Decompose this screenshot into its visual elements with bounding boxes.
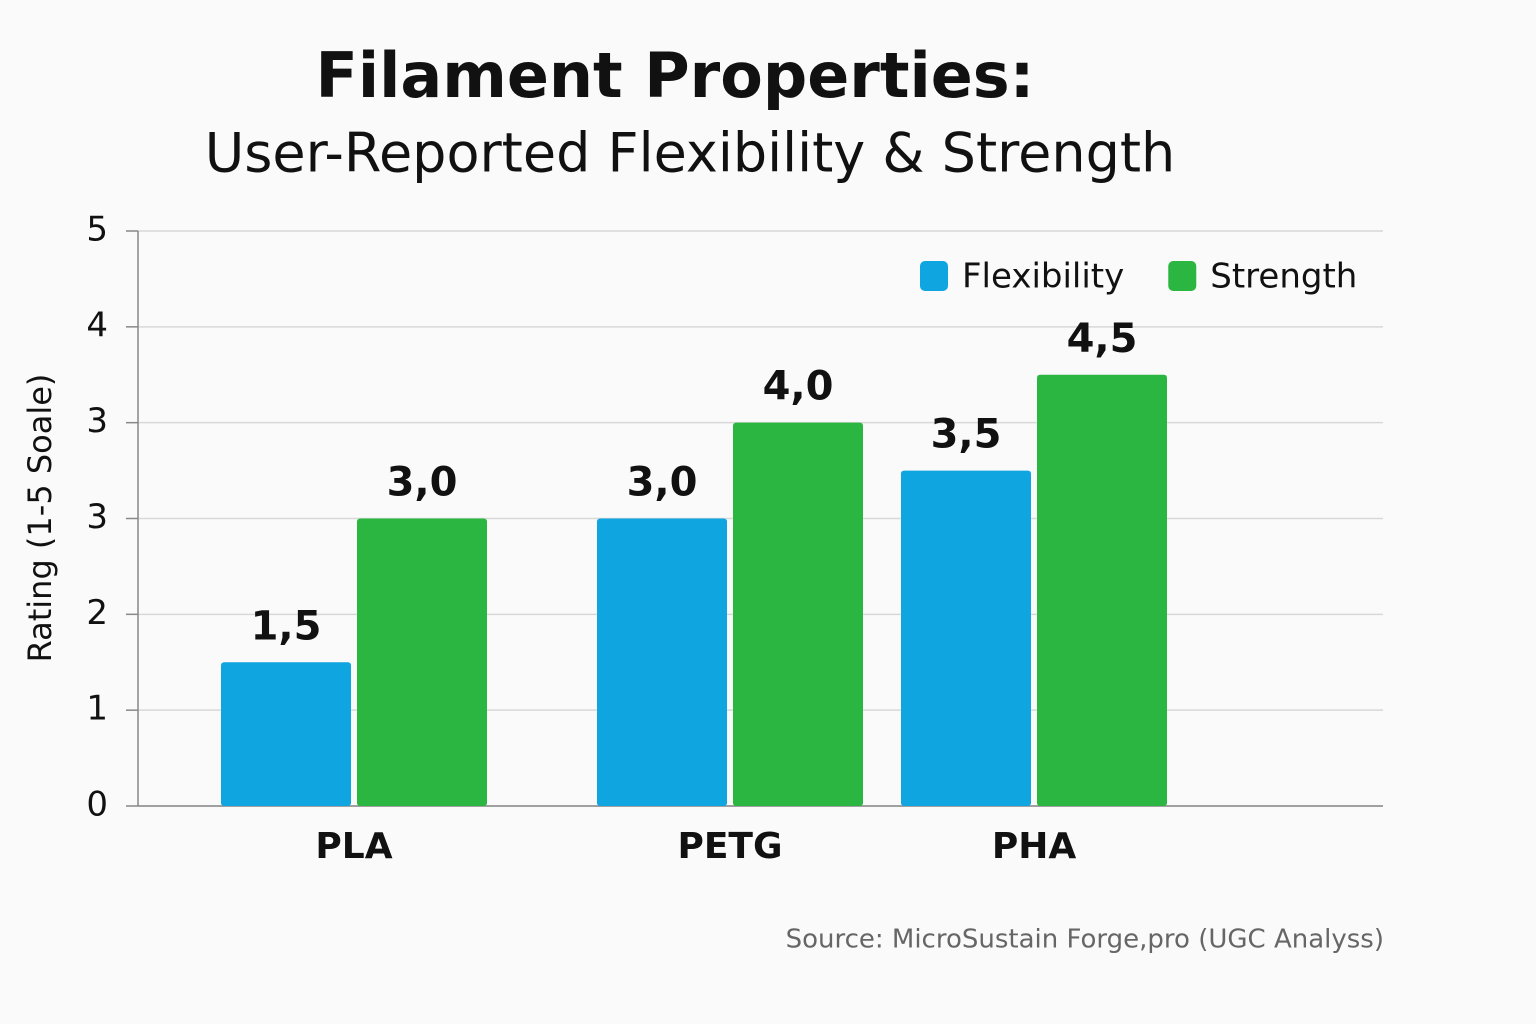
y-tick-label: 4: [86, 305, 108, 345]
chart-subtitle: User-Reported Flexibility & Strength: [205, 122, 1176, 185]
chart-title: Filament Properties:: [316, 39, 1035, 112]
value-label: 4,0: [763, 364, 834, 410]
bar: [357, 518, 487, 806]
value-label: 1,5: [251, 603, 322, 649]
source-note: Source: MicroSustain Forge,pro (UGC Anal…: [786, 925, 1384, 955]
y-tick-label: 5: [86, 210, 108, 250]
legend-label: Strength: [1210, 257, 1357, 297]
x-tick-label: PLA: [315, 826, 392, 867]
bar: [221, 662, 351, 806]
y-tick-label: 3: [86, 401, 108, 441]
y-axis-label: Rating (1-5 Soale): [21, 374, 59, 663]
bar: [597, 518, 727, 806]
y-tick-label: 2: [86, 593, 108, 633]
value-label: 3,5: [931, 412, 1002, 458]
legend-swatch: [1168, 261, 1197, 291]
value-label: 3,0: [387, 460, 458, 506]
bar: [733, 422, 863, 806]
legend-label: Flexibility: [962, 257, 1124, 297]
bar: [1037, 374, 1167, 806]
y-tick-label: 1: [86, 689, 108, 729]
y-tick-label: 3: [86, 497, 108, 537]
bar: [901, 470, 1031, 806]
value-label: 4,5: [1067, 316, 1138, 362]
x-tick-label: PHA: [992, 826, 1077, 867]
y-tick-label: 0: [86, 785, 108, 825]
value-label: 3,0: [627, 460, 698, 506]
x-tick-label: PETG: [677, 826, 782, 867]
legend-swatch: [920, 261, 948, 291]
